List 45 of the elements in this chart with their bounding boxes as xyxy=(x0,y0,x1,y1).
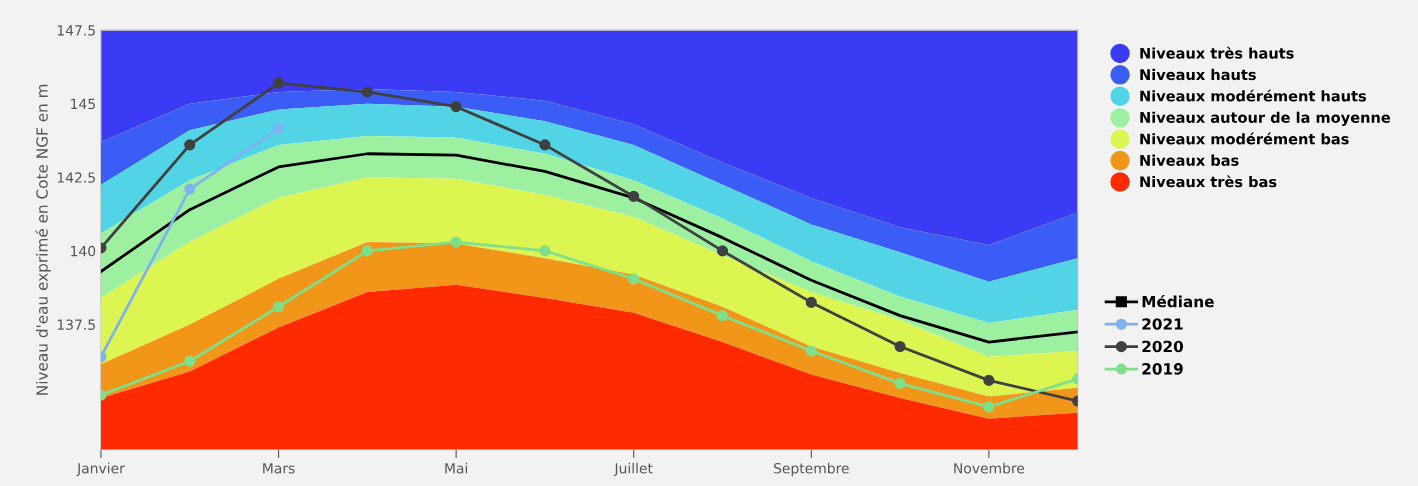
legend-label: Niveaux bas xyxy=(1140,154,1239,166)
point xyxy=(272,301,285,313)
x-tick-label: Juillet xyxy=(613,462,653,477)
point xyxy=(716,310,729,322)
point xyxy=(539,245,551,257)
point xyxy=(272,123,285,135)
point xyxy=(628,273,640,285)
point xyxy=(628,190,640,202)
point xyxy=(361,245,373,257)
point xyxy=(184,355,196,367)
y-tick-label: 145 xyxy=(71,98,95,110)
point xyxy=(805,296,817,308)
x-tick-label: Janvier xyxy=(76,462,125,477)
legend-label: Niveaux modérément hauts xyxy=(1140,89,1367,102)
y-tick-label: 140 xyxy=(71,245,96,257)
point xyxy=(983,374,995,386)
x-tick-label: Mai xyxy=(445,462,468,474)
point xyxy=(184,183,196,195)
legend-label: Médiane xyxy=(1142,294,1214,308)
legend-label: Niveaux très bas xyxy=(1140,175,1277,188)
point xyxy=(805,345,817,357)
point xyxy=(716,245,729,257)
x-tick-label: Novembre xyxy=(954,462,1025,474)
legend-label: Niveaux autour de la moyenne xyxy=(1140,111,1391,126)
legend-label: 2021 xyxy=(1142,318,1183,330)
y-tick-label: 147.5 xyxy=(57,25,95,36)
point xyxy=(450,101,462,113)
y-tick-label: 142.5 xyxy=(57,172,95,183)
legend-label: Niveaux modérément bas xyxy=(1140,132,1349,145)
legend-label: 2019 xyxy=(1142,363,1183,375)
point xyxy=(539,139,551,151)
y-axis-title: Niveau d'eau exprimé en Cote NGF en m xyxy=(35,84,51,395)
point xyxy=(894,340,906,353)
point xyxy=(450,236,462,248)
point xyxy=(184,139,196,151)
legend-label: Niveaux très hauts xyxy=(1140,46,1294,59)
point xyxy=(894,377,906,389)
x-tick-label: Mars xyxy=(263,463,295,474)
y-tick-label: 137.5 xyxy=(57,319,95,330)
point xyxy=(361,86,373,98)
point xyxy=(272,77,285,89)
legend-label: 2020 xyxy=(1142,340,1184,353)
point xyxy=(983,401,995,413)
legend-label: Niveaux hauts xyxy=(1140,68,1256,81)
x-tick-label: Septembre xyxy=(773,462,849,477)
